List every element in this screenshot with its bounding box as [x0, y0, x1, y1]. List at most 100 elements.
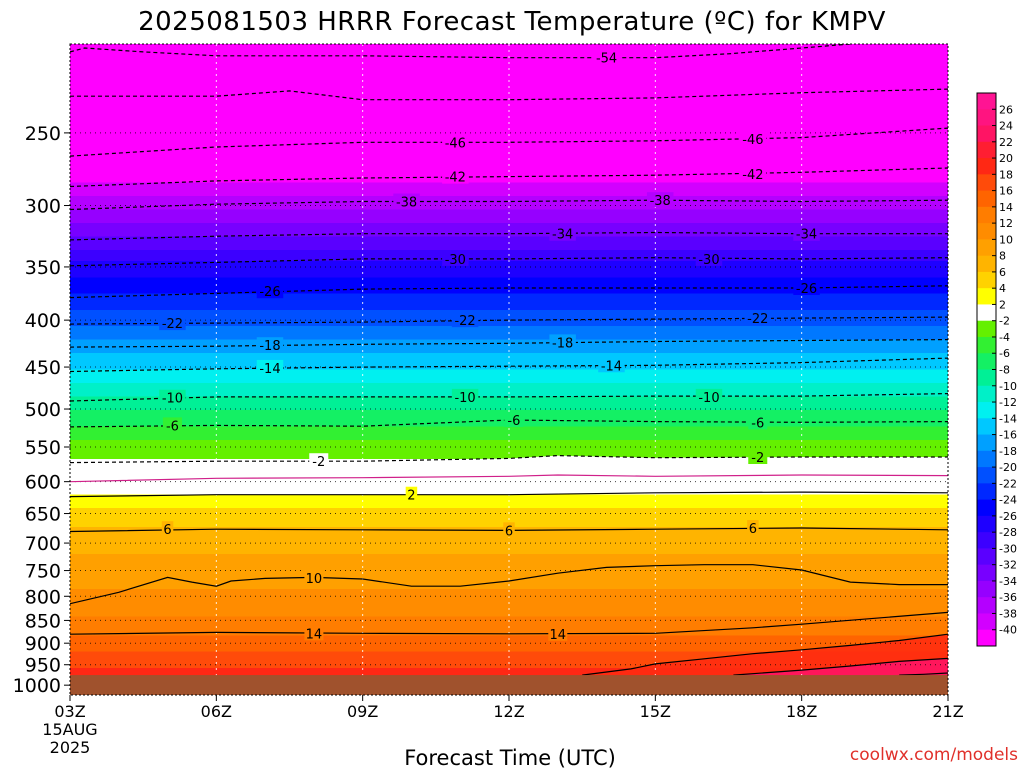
- contour-label: 6: [161, 521, 174, 538]
- colorbar-swatch: [977, 548, 996, 566]
- contour-label-bg: [503, 522, 515, 538]
- contour-label: -42: [442, 168, 469, 186]
- contour-label: -22: [159, 315, 186, 332]
- contour-label: -22: [744, 310, 772, 327]
- colorbar-swatch: [977, 239, 996, 257]
- colorbar-swatch: [977, 483, 996, 501]
- contour-line: [733, 657, 948, 676]
- contour-label: -6: [748, 414, 768, 431]
- contour-label-bg: [451, 312, 479, 328]
- contour-label-text: -46: [445, 136, 466, 151]
- contour-label-bg: [549, 334, 576, 350]
- contour-label-bg: [304, 569, 324, 585]
- colorbar-label: -32: [999, 559, 1017, 572]
- x-tick-label: 03Z: [54, 702, 85, 721]
- colorbar-label: 20: [999, 152, 1013, 165]
- contour-label-text: -38: [650, 194, 671, 209]
- contour-label-text: -34: [796, 228, 817, 243]
- contour-label: 6: [503, 522, 515, 539]
- contour-label-bg: [161, 521, 174, 537]
- contour-label-text: -6: [166, 419, 179, 434]
- colorbar-swatch: [977, 93, 996, 110]
- colorbar-swatch: [977, 109, 996, 127]
- contour-line: [70, 339, 948, 348]
- colorbar-label: 12: [999, 217, 1013, 230]
- x-tick-label: 21Z: [932, 702, 963, 721]
- colorbar-label: -34: [999, 575, 1017, 588]
- colorbar-swatch: [977, 206, 996, 224]
- y-tick-label: 750: [25, 561, 61, 583]
- contour-label-text: -54: [596, 52, 617, 67]
- contour-label: -14: [598, 357, 625, 374]
- colorbar-swatch: [977, 288, 996, 305]
- x-tick-year: 2025: [50, 738, 91, 757]
- contour-label: -10: [451, 388, 479, 406]
- contour-label-bg: [739, 131, 767, 147]
- contour-label-bg: [739, 165, 767, 181]
- y-tick-label: 550: [25, 437, 61, 459]
- contour-label-bg: [748, 449, 768, 465]
- colorbar-swatch: [977, 434, 996, 452]
- colorbar-swatch: [977, 125, 996, 143]
- y-tick-label: 1000: [13, 675, 61, 697]
- contour-label-text: -38: [396, 196, 417, 211]
- contour-label: -2: [309, 453, 329, 470]
- contour-label-text: 2: [407, 489, 415, 504]
- contour-label: -42: [739, 165, 767, 183]
- contour-label-text: -34: [552, 228, 573, 243]
- contour-label-bg: [442, 168, 469, 184]
- contour-label-bg: [451, 388, 479, 404]
- colorbar-label: -12: [999, 396, 1017, 409]
- colorbar-swatch: [977, 499, 996, 517]
- contour-label-text: -22: [162, 317, 183, 332]
- colorbar-label: -6: [999, 347, 1010, 360]
- contour-label: 10: [304, 569, 324, 587]
- contour-label-text: 6: [505, 524, 513, 539]
- contour-label-bg: [405, 486, 418, 502]
- contour-label-text: 14: [306, 627, 323, 642]
- chart-title: 2025081503 HRRR Forecast Temperature (ºC…: [138, 7, 886, 37]
- contour-label-text: -18: [552, 336, 573, 351]
- contour-label-text: -30: [445, 253, 466, 268]
- colorbar-label: 26: [999, 103, 1013, 116]
- x-tick-date: 15AUG: [42, 720, 97, 739]
- contour-label-bg: [309, 453, 329, 469]
- contour-label-bg: [793, 225, 820, 241]
- colorbar-swatch: [977, 418, 996, 436]
- contour-label: -6: [504, 412, 524, 429]
- contour-label: 14: [548, 625, 568, 643]
- contour-label: -26: [256, 283, 284, 300]
- colorbar-label: 4: [999, 282, 1006, 295]
- contour-label-bg: [442, 250, 469, 266]
- contour-label: -54: [593, 49, 620, 67]
- contour-line: [70, 474, 948, 483]
- ground-below-surface: [70, 675, 948, 695]
- contour-label: -34: [793, 225, 820, 243]
- contour-label-text: -10: [162, 392, 183, 407]
- y-tick-label: 950: [25, 655, 61, 677]
- x-tick-label: 18Z: [786, 702, 817, 721]
- contour-label: -22: [451, 312, 479, 329]
- colorbar-swatch: [977, 158, 996, 175]
- contour-line: [70, 357, 948, 373]
- colorbar-swatch: [977, 304, 996, 322]
- contour-line: [70, 564, 948, 605]
- colorbar-swatch: [977, 385, 996, 403]
- colorbar-label: 18: [999, 168, 1013, 181]
- y-tick-label: 600: [25, 472, 61, 494]
- contour-line: [70, 491, 948, 498]
- contour-label-bg: [162, 417, 182, 433]
- contour-label-bg: [598, 357, 625, 373]
- contour-label-text: -18: [259, 339, 280, 354]
- contour-label-bg: [748, 414, 768, 430]
- colorbar-swatch: [977, 467, 996, 484]
- colorbar-swatch: [977, 450, 996, 468]
- colorbar-label: -20: [999, 461, 1017, 474]
- contour-label-text: 10: [306, 572, 323, 587]
- colorbar-label: -26: [999, 510, 1017, 523]
- colorbar-swatch: [977, 190, 996, 208]
- contour-label: -2: [748, 449, 768, 466]
- contour-line: [70, 199, 948, 211]
- colorbar-label: -2: [999, 315, 1010, 328]
